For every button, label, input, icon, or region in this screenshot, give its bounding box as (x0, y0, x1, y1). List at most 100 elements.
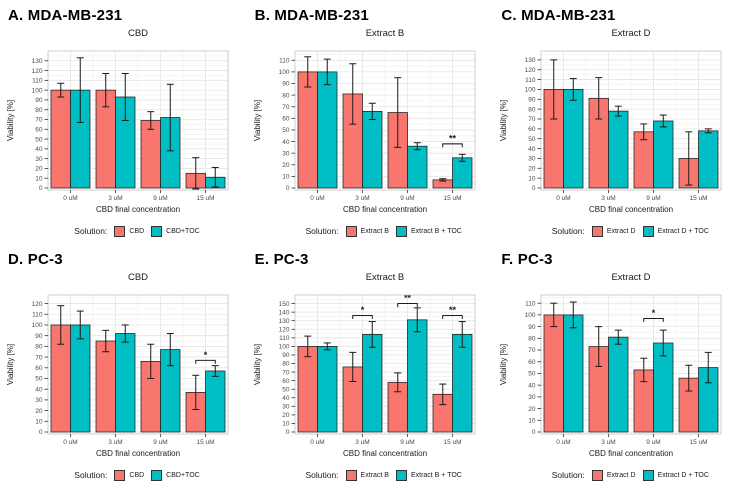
error-bar (121, 324, 129, 343)
panel-a: A. MDA-MB-231 0 10 20 30 40 50 60 70 80 90 100 110 1… (0, 0, 246, 244)
y-tick-label: 110 (525, 300, 536, 307)
x-tick-label: 9 uM (153, 195, 167, 202)
bar-cbd-3uM (95, 340, 116, 433)
significance-label: ** (449, 305, 457, 315)
y-tick-label: 100 (32, 87, 43, 94)
bar-extract-b-+-toc-9uM (406, 145, 428, 189)
panel-f-legend: Solution: Extract D Extract D + TOC (507, 462, 740, 488)
x-tick-label: 3 uM (108, 195, 122, 202)
y-axis-label: Viability [%] (499, 344, 508, 385)
error-bar (348, 63, 356, 125)
x-tick-label: 0 uM (63, 195, 77, 202)
y-tick-label: 120 (32, 301, 43, 308)
y-tick-label: 40 (282, 395, 290, 402)
error-bar (323, 58, 331, 86)
x-tick-label: 0 uM (63, 439, 77, 446)
chart-title: CBD (128, 28, 148, 39)
bar-extract-d-+-toc-3uM (608, 336, 629, 433)
significance-label: * (652, 308, 656, 318)
panel-d-chart: * 0 10 20 30 40 50 60 70 80 90 100 110 120 0 uM 3 uM 9 u… (6, 272, 229, 458)
panel-a-chart: 0 10 20 30 40 50 60 70 80 90 100 110 120 130 0 uM 3 uM 9… (6, 28, 229, 214)
legend-item: CBD (114, 469, 144, 481)
significance-label: * (360, 305, 364, 315)
y-tick-label: 20 (529, 406, 537, 413)
y-tick-label: 0 (286, 429, 290, 436)
error-bar (438, 178, 446, 182)
y-tick-label: 120 (525, 67, 536, 74)
y-tick-label: 100 (32, 322, 43, 329)
chart-title: CBD (128, 272, 148, 283)
y-tick-label: 90 (35, 333, 43, 340)
x-tick-label: 0 uM (557, 195, 571, 202)
legend-item: Extract B + TOC (395, 469, 462, 481)
x-tick-label: 0 uM (310, 439, 324, 446)
chart-title: Extract B (365, 28, 404, 39)
bar-extract-b-+-toc-9uM (406, 319, 428, 433)
error-bar (615, 329, 623, 345)
y-tick-label: 70 (282, 369, 290, 376)
y-tick-label: 70 (529, 347, 537, 354)
y-tick-label: 90 (529, 96, 537, 103)
panel-f-label: F. PC-3 (501, 251, 553, 268)
y-tick-label: 30 (529, 156, 537, 163)
error-bar (570, 78, 578, 101)
y-tick-label: 0 (286, 185, 290, 192)
error-bar (303, 335, 311, 358)
error-bar (102, 329, 110, 353)
error-bar (640, 357, 648, 383)
error-bar (660, 114, 668, 128)
legend-title: Solution: (305, 226, 339, 236)
legend-item: Extract B + TOC (395, 225, 462, 237)
error-bar (640, 123, 648, 141)
bar-extract-b-+-toc-0uM (316, 346, 338, 433)
legend-item: CBD+TOC (151, 469, 200, 481)
bar-extract-b-+-toc-3uM (361, 334, 383, 433)
y-tick-label: 110 (525, 77, 536, 84)
y-tick-label: 130 (525, 57, 536, 64)
y-tick-label: 130 (278, 318, 289, 325)
y-tick-label: 100 (278, 344, 289, 351)
bar-extract-b-+-toc-3uM (361, 110, 383, 189)
y-tick-label: 20 (35, 408, 43, 415)
legend-title: Solution: (551, 470, 585, 480)
legend-swatch-series2 (395, 469, 407, 481)
legend-item: Extract D (591, 469, 636, 481)
y-tick-label: 80 (35, 107, 43, 114)
error-bar (166, 333, 174, 367)
y-tick-label: 50 (529, 371, 537, 378)
y-axis-label: Viability [%] (499, 100, 508, 141)
panel-c-legend: Solution: Extract D Extract D + TOC (507, 218, 740, 244)
y-tick-label: 50 (282, 386, 290, 393)
bar-extract-b-+-toc-0uM (316, 71, 338, 189)
y-tick-label: 20 (282, 162, 290, 169)
y-tick-label: 40 (35, 386, 43, 393)
error-bar (550, 302, 558, 328)
y-tick-label: 110 (32, 78, 43, 85)
bar-extract-b-0uM (297, 71, 318, 189)
y-tick-label: 80 (282, 361, 290, 368)
x-tick-label: 9 uM (153, 439, 167, 446)
error-bar (570, 301, 578, 329)
x-tick-label: 3 uM (602, 195, 616, 202)
legend-swatch-series1 (591, 469, 603, 481)
panel-e-legend: Solution: Extract B Extract B + TOC (261, 462, 507, 488)
error-bar (685, 131, 693, 186)
y-tick-label: 90 (282, 352, 290, 359)
panel-c-label: C. MDA-MB-231 (501, 7, 616, 24)
legend-title: Solution: (305, 470, 339, 480)
x-tick-label: 9 uM (647, 439, 661, 446)
y-tick-label: 60 (529, 359, 537, 366)
significance-bracket (396, 303, 418, 308)
error-bar (685, 364, 693, 392)
legend-item: Extract B (345, 469, 389, 481)
error-bar (303, 56, 311, 88)
legend-swatch-series1 (591, 225, 603, 237)
legend-swatch-series2 (151, 225, 163, 237)
chart-title: Extract D (612, 28, 651, 39)
x-tick-label: 15 uM (443, 439, 461, 446)
panel-e-chart: *****01020304050607080901001101201301401… (253, 272, 476, 458)
y-tick-label: 30 (282, 150, 290, 157)
panel-b-legend: Solution: Extract B Extract B + TOC (261, 218, 507, 244)
y-tick-label: 30 (282, 404, 290, 411)
y-tick-label: 0 (39, 429, 43, 436)
